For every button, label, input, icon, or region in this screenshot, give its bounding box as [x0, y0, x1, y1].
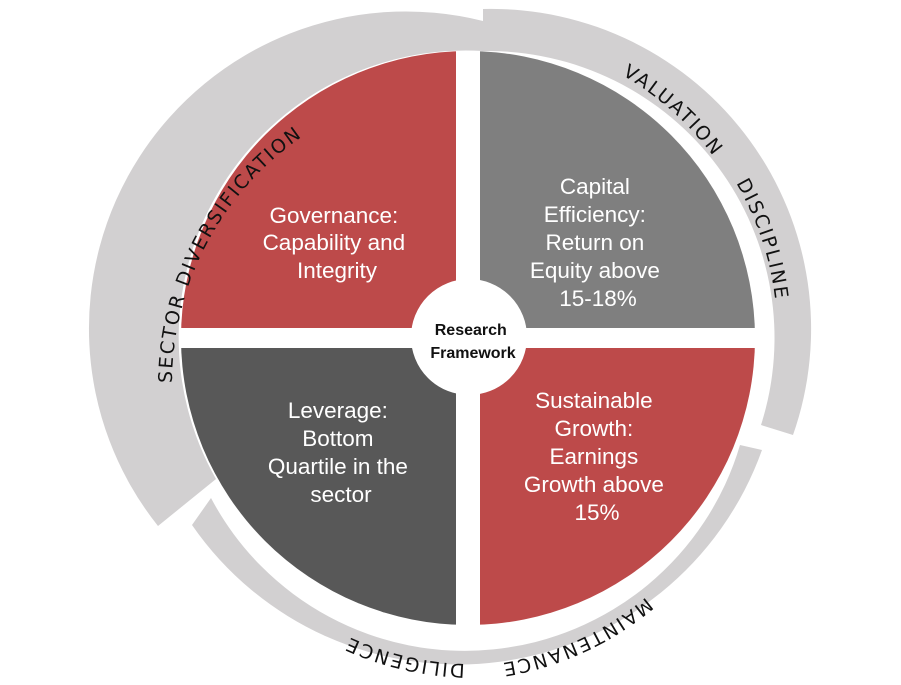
governance-line: Integrity [297, 258, 378, 283]
leverage-line: Bottom [302, 426, 373, 451]
center-label: Research Framework [430, 322, 515, 362]
ring-segment-maintenance-diligence [192, 445, 762, 665]
center-label-line: Research [435, 322, 507, 339]
governance-text: Governance: Capability and Integrity [263, 203, 412, 283]
outer-ring [88, 8, 812, 665]
capital-efficiency-text: Capital Efficiency: Return on Equity abo… [530, 174, 666, 311]
sustainable-growth-line: Sustainable [535, 388, 653, 413]
leverage-line: Quartile in the [268, 454, 408, 479]
capital-efficiency-line: Return on [545, 230, 644, 255]
sustainable-growth-line: Growth: [554, 416, 633, 441]
sustainable-growth-line: Earnings [549, 444, 638, 469]
capital-efficiency-line: Capital [560, 174, 630, 199]
leverage-line: sector [310, 482, 372, 507]
center-label-line: Framework [430, 345, 515, 362]
sustainable-growth-line: Growth above [524, 472, 664, 497]
ring-segment-valuation-discipline [483, 8, 812, 436]
governance-line: Governance: [269, 203, 398, 228]
center-circle [411, 279, 527, 395]
capital-efficiency-line: Equity above [530, 258, 660, 283]
capital-efficiency-line: 15-18% [559, 286, 637, 311]
sustainable-growth-text: Sustainable Growth: Earnings Growth abov… [524, 388, 670, 525]
governance-line: Capability and [263, 230, 406, 255]
leverage-text: Leverage: Bottom Quartile in the sector [268, 398, 414, 507]
ring-segment-sector-diversification [88, 11, 483, 527]
sustainable-growth-line: 15% [574, 500, 619, 525]
leverage-line: Leverage: [288, 398, 388, 423]
capital-efficiency-line: Efficiency: [544, 202, 646, 227]
